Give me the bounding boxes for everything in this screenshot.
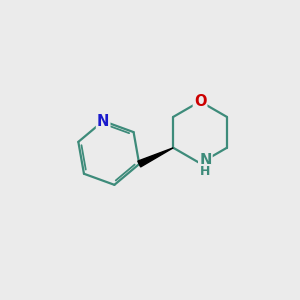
- Text: H: H: [200, 165, 211, 178]
- Polygon shape: [138, 148, 173, 167]
- Text: N: N: [199, 153, 212, 168]
- Text: N: N: [97, 113, 109, 128]
- Text: O: O: [194, 94, 206, 109]
